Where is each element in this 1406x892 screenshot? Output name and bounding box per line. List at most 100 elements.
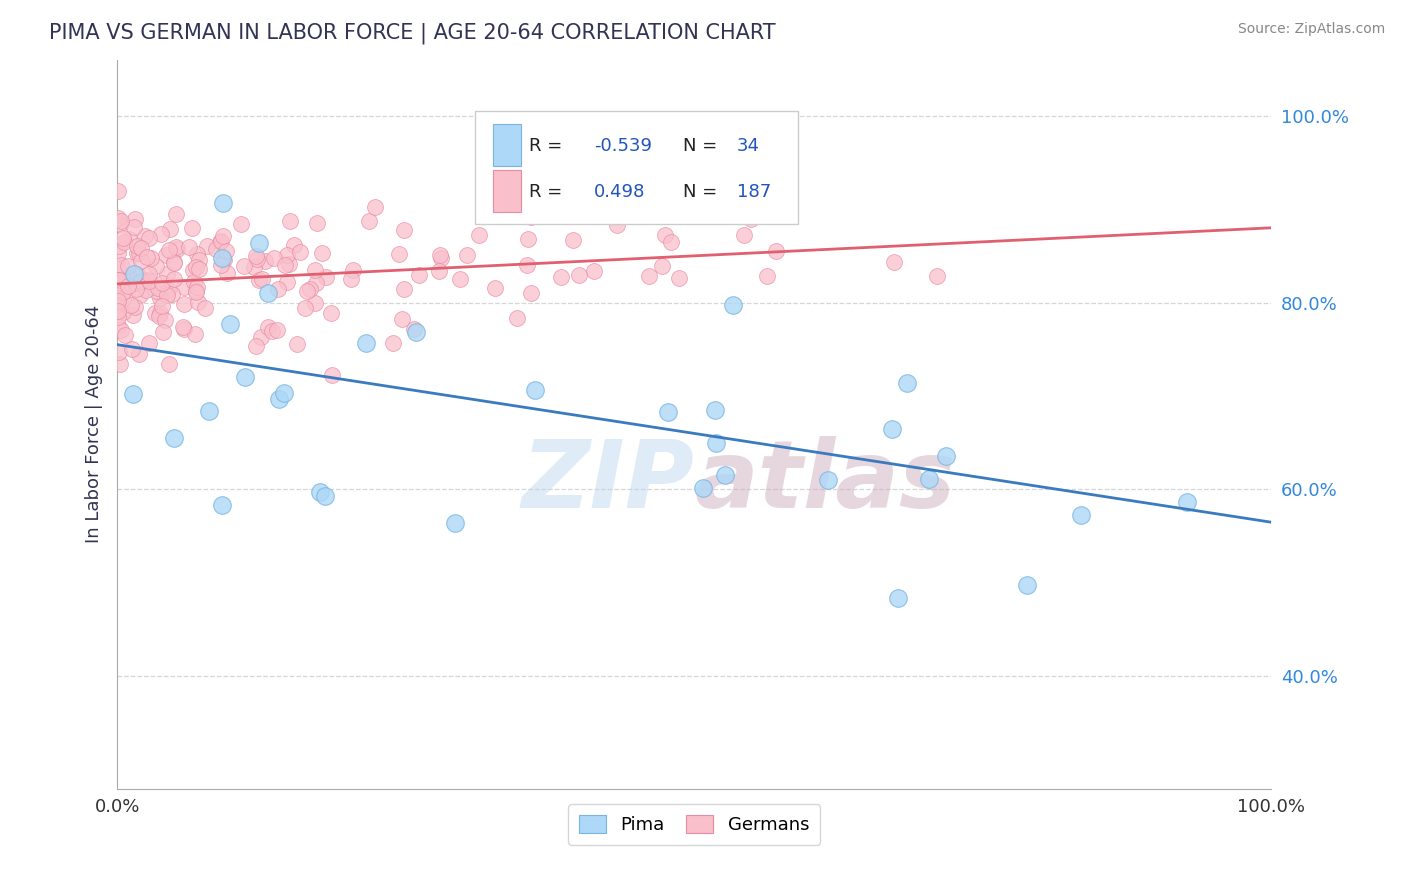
Point xyxy=(260,324,283,338)
Point xyxy=(108,287,131,301)
Point xyxy=(218,318,240,332)
Point xyxy=(108,239,131,253)
Point xyxy=(209,235,232,249)
Point xyxy=(692,481,714,495)
Point xyxy=(150,298,173,312)
Point xyxy=(245,249,267,263)
Point xyxy=(141,252,163,266)
Point xyxy=(157,283,180,297)
Point xyxy=(253,254,276,268)
Point xyxy=(183,275,205,289)
Text: atlas: atlas xyxy=(695,436,956,528)
Point xyxy=(173,297,195,311)
Point xyxy=(157,244,180,258)
Point xyxy=(354,336,377,351)
Point xyxy=(520,210,543,224)
Point xyxy=(583,264,606,278)
Point xyxy=(1070,508,1092,522)
Point xyxy=(187,295,209,310)
Point xyxy=(704,436,727,450)
Point xyxy=(304,263,326,277)
Point xyxy=(319,306,342,320)
Point xyxy=(160,287,183,301)
Point xyxy=(443,516,465,530)
Point xyxy=(128,347,150,361)
Point xyxy=(243,260,266,274)
Point xyxy=(122,220,145,235)
Point xyxy=(263,252,285,266)
Point xyxy=(568,268,591,282)
Point xyxy=(357,214,380,228)
Point xyxy=(212,229,235,244)
Point xyxy=(143,306,166,320)
Point xyxy=(129,254,152,268)
Point xyxy=(111,231,134,245)
Point xyxy=(179,239,201,253)
Point xyxy=(274,258,297,272)
Point xyxy=(145,284,167,298)
Point xyxy=(117,260,139,274)
Point xyxy=(149,306,172,320)
Point xyxy=(135,273,157,287)
Point xyxy=(118,271,141,285)
Point xyxy=(468,227,491,242)
Point xyxy=(659,235,682,249)
Point xyxy=(309,484,332,499)
Point xyxy=(107,294,129,309)
Point xyxy=(156,288,179,302)
Point xyxy=(295,284,318,298)
Point xyxy=(148,281,170,295)
Point xyxy=(896,376,918,390)
Point xyxy=(392,223,415,237)
Text: Source: ZipAtlas.com: Source: ZipAtlas.com xyxy=(1237,22,1385,37)
Point xyxy=(340,272,363,286)
Point xyxy=(152,325,174,339)
Point xyxy=(276,248,298,262)
Point xyxy=(307,216,329,230)
Point xyxy=(290,244,312,259)
Point xyxy=(184,260,207,274)
Point xyxy=(173,279,195,293)
Point xyxy=(107,284,129,298)
Text: PIMA VS GERMAN IN LABOR FORCE | AGE 20-64 CORRELATION CHART: PIMA VS GERMAN IN LABOR FORCE | AGE 20-6… xyxy=(49,22,776,44)
Point xyxy=(1175,495,1198,509)
Point xyxy=(212,252,235,267)
Point xyxy=(505,311,527,326)
Point xyxy=(392,282,415,296)
Point xyxy=(215,244,238,258)
Point xyxy=(134,229,156,244)
Point xyxy=(107,211,129,225)
Point xyxy=(246,252,269,266)
Text: -0.539: -0.539 xyxy=(593,136,652,154)
Point xyxy=(138,231,160,245)
Point xyxy=(112,285,135,299)
Point xyxy=(449,271,471,285)
Point xyxy=(183,327,205,342)
Point xyxy=(117,278,139,293)
Point xyxy=(405,325,427,339)
Point xyxy=(520,286,543,301)
Point xyxy=(107,297,129,311)
Y-axis label: In Labor Force | Age 20-64: In Labor Force | Age 20-64 xyxy=(86,305,103,543)
Point xyxy=(267,282,290,296)
Point xyxy=(429,248,451,262)
Point xyxy=(285,336,308,351)
FancyBboxPatch shape xyxy=(494,125,522,166)
Legend: Pima, Germans: Pima, Germans xyxy=(568,804,820,845)
Point xyxy=(703,402,725,417)
Point xyxy=(283,238,305,252)
Point xyxy=(159,222,181,236)
Point xyxy=(108,344,131,359)
Point xyxy=(484,281,506,295)
Point xyxy=(107,304,129,318)
Point xyxy=(294,301,316,315)
Point xyxy=(107,310,129,325)
Point xyxy=(256,320,278,334)
Point xyxy=(125,282,148,296)
Point xyxy=(112,235,135,250)
Point xyxy=(107,262,129,277)
Point xyxy=(276,276,298,290)
Point xyxy=(651,259,673,273)
Point xyxy=(124,300,146,314)
Point xyxy=(304,276,326,290)
